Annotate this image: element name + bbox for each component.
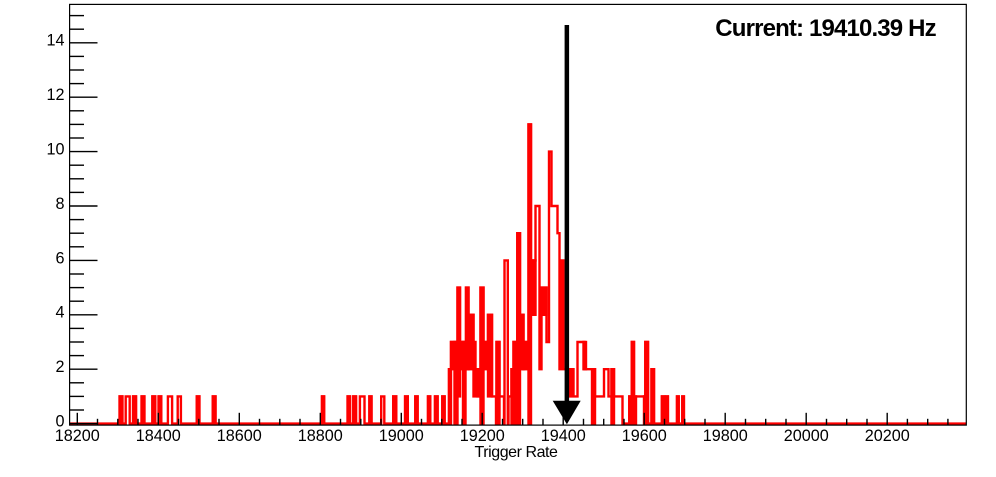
svg-text:14: 14 — [46, 32, 64, 50]
svg-text:19200: 19200 — [460, 427, 505, 445]
svg-text:Trigger Rate: Trigger Rate — [475, 444, 558, 461]
svg-text:2: 2 — [55, 358, 64, 376]
svg-text:8: 8 — [55, 195, 64, 213]
svg-text:20200: 20200 — [865, 427, 910, 445]
svg-text:19000: 19000 — [379, 427, 424, 445]
svg-text:19800: 19800 — [703, 427, 748, 445]
svg-text:0: 0 — [55, 413, 64, 431]
svg-text:10: 10 — [46, 141, 64, 159]
svg-text:18600: 18600 — [217, 427, 262, 445]
svg-text:20000: 20000 — [784, 427, 829, 445]
svg-text:19600: 19600 — [622, 427, 667, 445]
svg-text:18400: 18400 — [136, 427, 181, 445]
svg-text:6: 6 — [55, 249, 64, 267]
svg-text:4: 4 — [55, 304, 64, 322]
svg-text:Current: 19410.39 Hz: Current: 19410.39 Hz — [715, 15, 936, 42]
svg-text:18800: 18800 — [298, 427, 343, 445]
svg-text:12: 12 — [46, 86, 64, 104]
svg-text:19400: 19400 — [541, 427, 586, 445]
svg-text:18200: 18200 — [55, 427, 100, 445]
